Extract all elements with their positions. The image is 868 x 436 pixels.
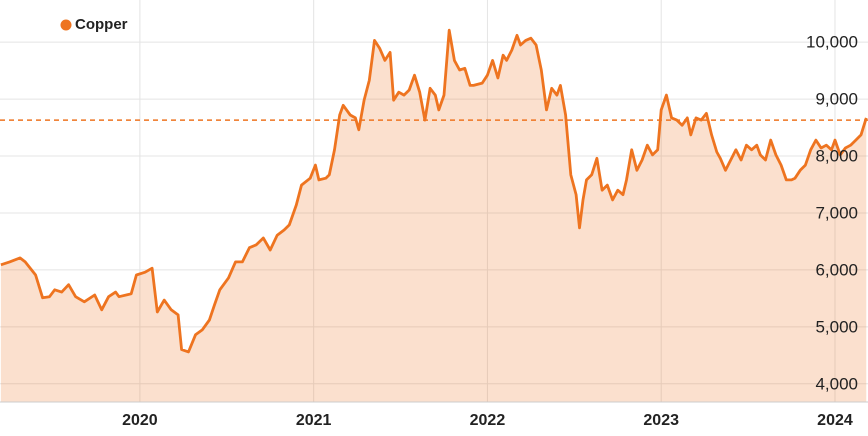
- y-tick-label: 5,000: [815, 317, 858, 336]
- x-tick-label: 2020: [122, 412, 158, 429]
- x-tick-label: 2021: [296, 412, 332, 429]
- legend-label: Copper: [75, 16, 128, 33]
- legend-marker: [60, 19, 72, 31]
- y-tick-label: 6,000: [815, 260, 858, 279]
- x-tick-label: 2024: [817, 412, 853, 429]
- x-tick-label: 2023: [643, 412, 679, 429]
- x-tick-label: 2022: [470, 412, 506, 429]
- y-tick-label: 8,000: [815, 147, 858, 166]
- y-tick-label: 4,000: [815, 374, 858, 393]
- y-tick-label: 9,000: [815, 90, 858, 109]
- y-tick-label: 10,000: [806, 33, 858, 52]
- area-fill: [0, 30, 867, 402]
- y-tick-label: 7,000: [815, 203, 858, 222]
- line: [0, 28, 868, 354]
